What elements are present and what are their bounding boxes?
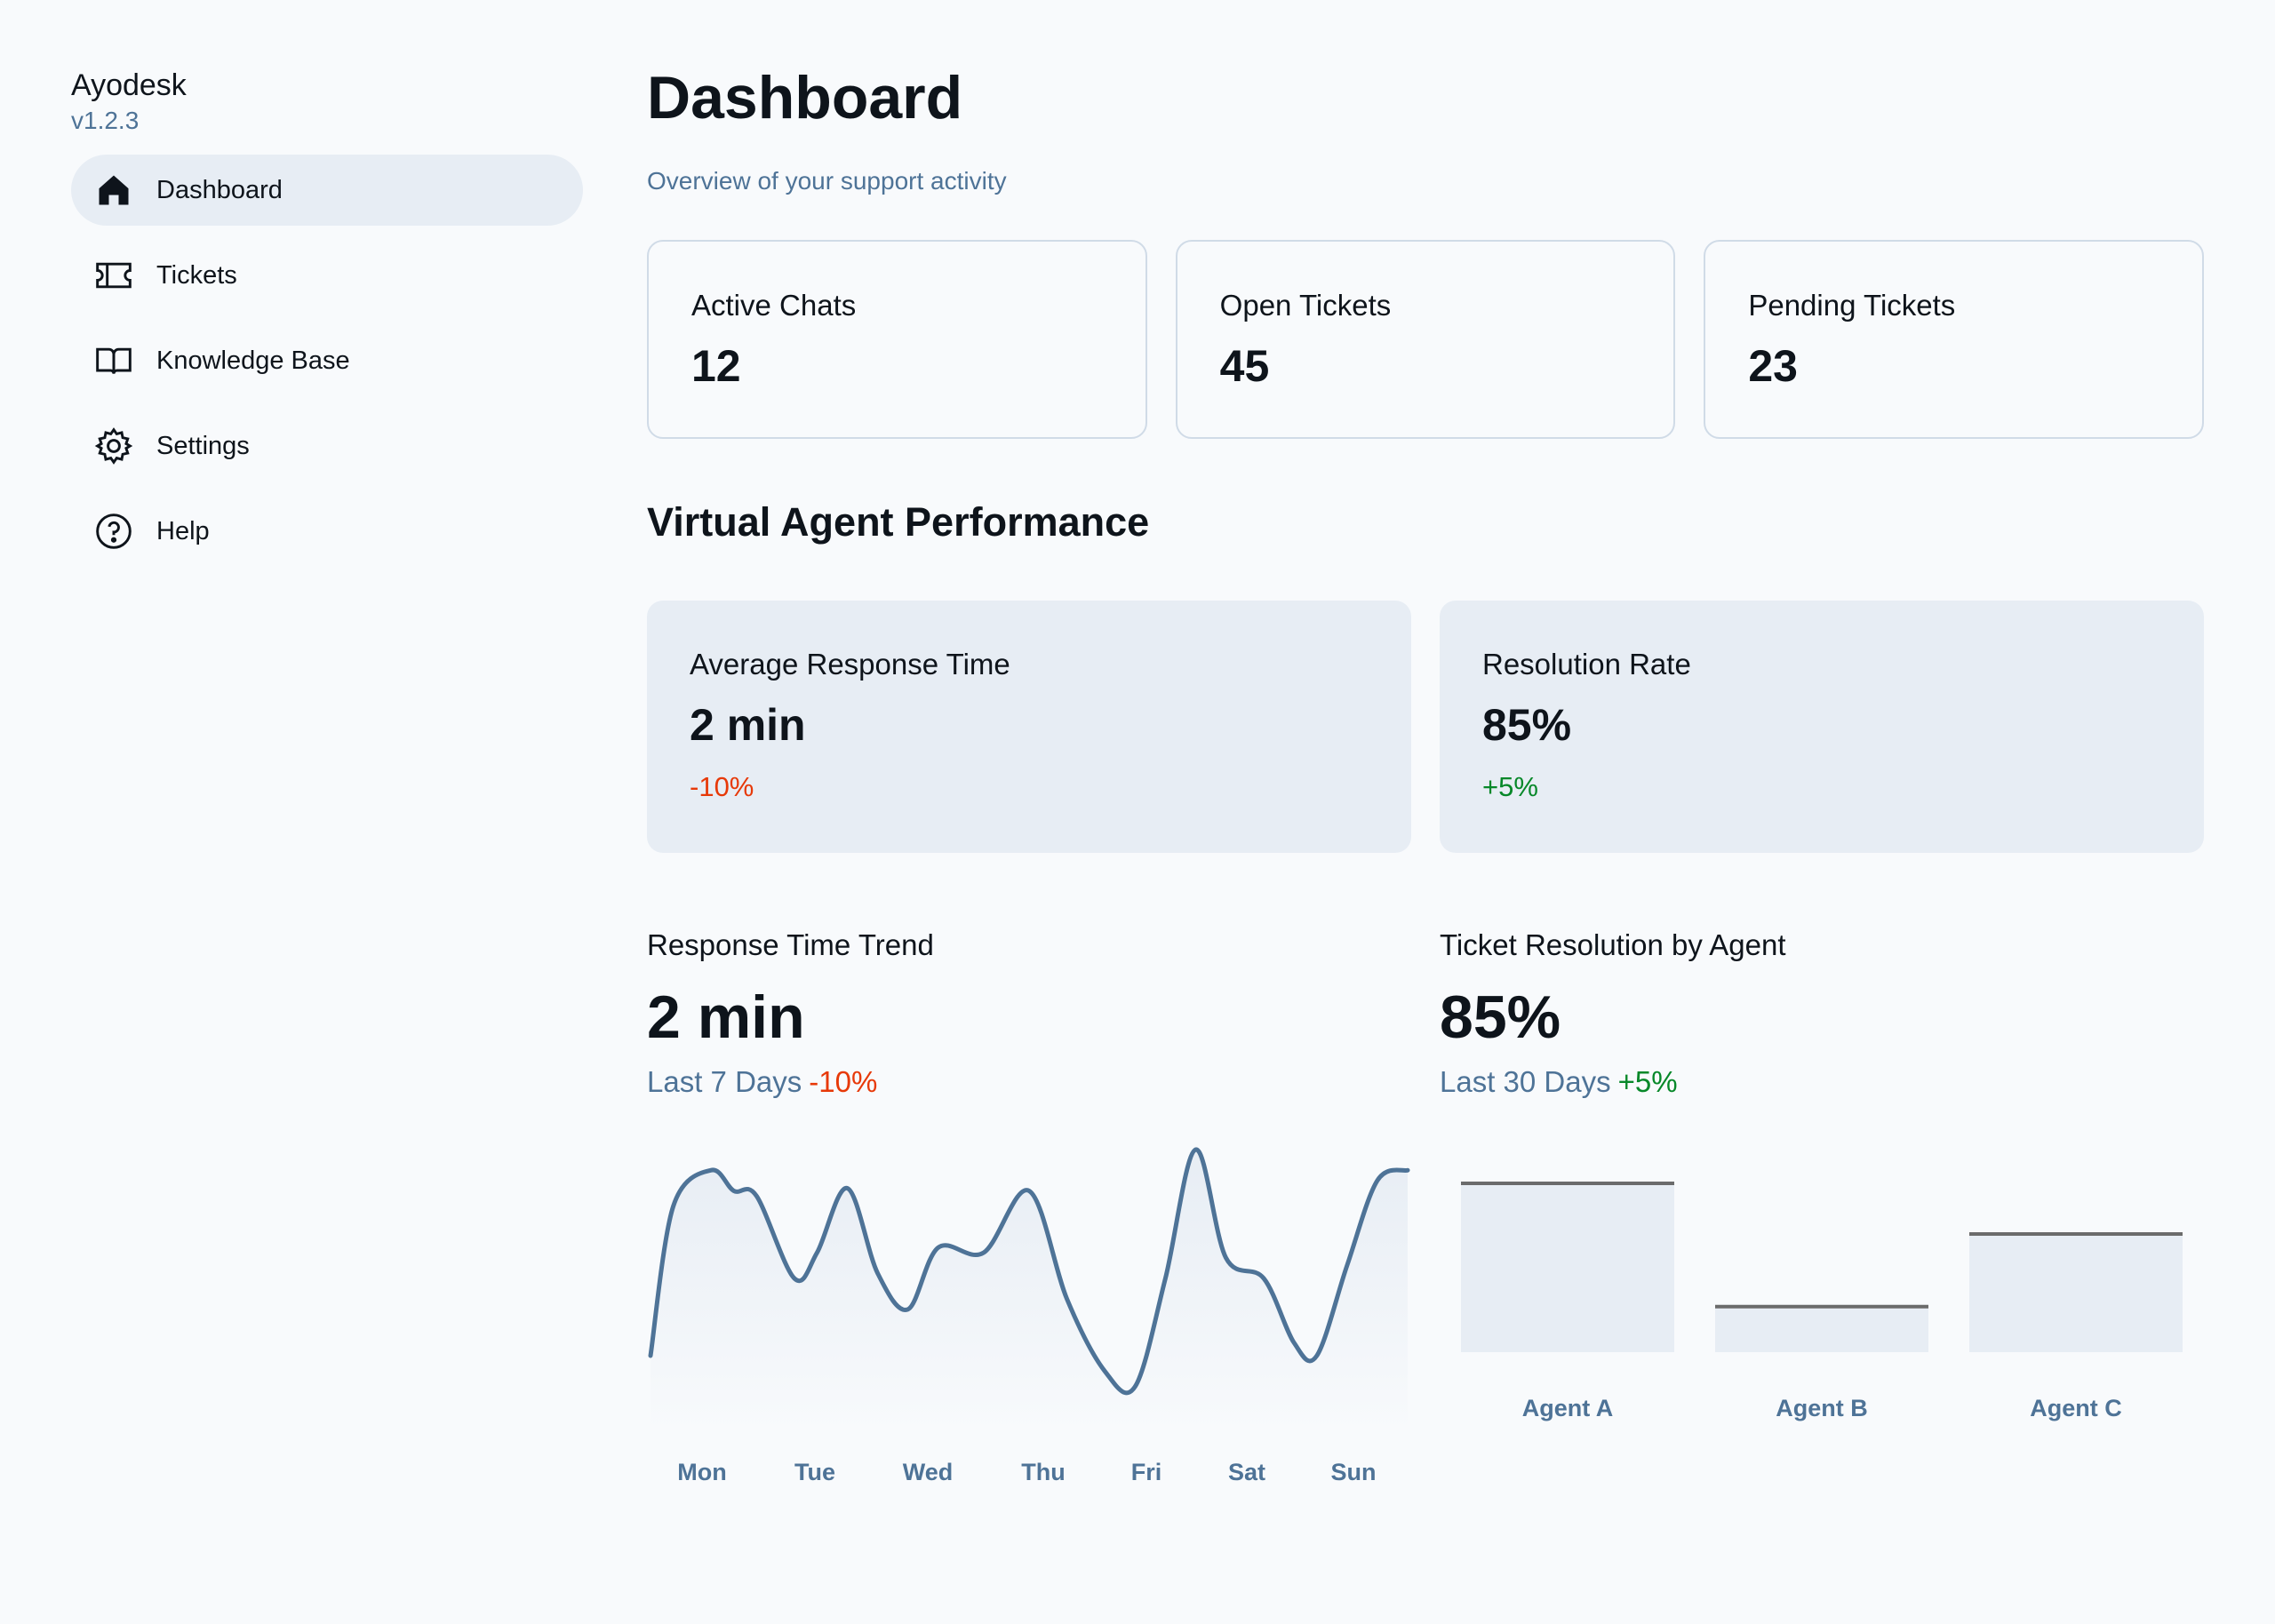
section-title-performance: Virtual Agent Performance [647, 499, 1150, 545]
sidebar-item-label: Help [156, 516, 210, 545]
bar-label: Agent C [2030, 1395, 2122, 1421]
perf-change: +5% [1482, 771, 1538, 802]
sidebar-item-label: Settings [156, 431, 250, 460]
bar-label: Agent B [1776, 1395, 1868, 1421]
bar-chart-panel: Ticket Resolution by Agent 85% Last 30 D… [1440, 926, 2204, 1501]
trend-chart-panel: Response Time Trend 2 min Last 7 Days -10… [647, 926, 1411, 1501]
chart-change: +5% [1617, 1065, 1678, 1098]
line-area-fill [651, 1149, 1408, 1434]
stat-label: Pending Tickets [1748, 289, 1956, 322]
sidebar-item-tickets[interactable]: Tickets [71, 240, 583, 311]
bar-label: Agent A [1522, 1395, 1614, 1421]
line-series [648, 1147, 1410, 1396]
x-axis-label: Sun [1331, 1459, 1377, 1485]
book-icon [94, 341, 133, 380]
perf-label: Resolution Rate [1482, 648, 1691, 681]
gear-icon [94, 426, 133, 466]
sidebar-item-help[interactable]: Help [71, 496, 583, 567]
line-chart: Mon Tue Wed Thu Fri Sat Sun [648, 1147, 1410, 1485]
app-name: Ayodesk [71, 68, 187, 102]
chart-change: -10% [809, 1065, 878, 1098]
chart-value: 85% [1440, 983, 1561, 1051]
chart-value: 2 min [647, 983, 805, 1051]
page-subtitle: Overview of your support activity [647, 167, 1007, 195]
stat-value: 23 [1748, 341, 1798, 391]
stat-label: Open Tickets [1219, 289, 1392, 322]
stats-row: Active Chats 12 Open Tickets 45 Pending … [647, 240, 2205, 439]
x-axis-label: Sat [1228, 1459, 1265, 1485]
perf-value: 2 min [690, 700, 806, 750]
stat-value: 45 [1219, 341, 1270, 391]
perf-change: -10% [690, 771, 754, 802]
bar-agent-b [1715, 1306, 1928, 1352]
x-axis-labels: Mon Tue Wed Thu Fri Sat Sun [677, 1459, 1376, 1485]
main-content: Dashboard Overview of your support activ… [647, 53, 2205, 1501]
x-axis-label: Wed [903, 1459, 954, 1485]
chart-period: Last 30 Days [1440, 1065, 1611, 1098]
charts-row: Response Time Trend 2 min Last 7 Days -10… [647, 926, 2204, 1501]
stat-card-open-tickets: Open Tickets 45 [1175, 240, 1676, 439]
line-chart-area: Mon Tue Wed Thu Fri Sat Sun [647, 1141, 1411, 1501]
x-axis-label: Thu [1021, 1459, 1065, 1485]
chart-subtitle: Last 30 Days +5% [1440, 1063, 2204, 1102]
sidebar-item-settings[interactable]: Settings [71, 410, 583, 482]
x-axis-label: Fri [1131, 1459, 1162, 1485]
x-axis-label: Tue [794, 1459, 835, 1485]
sidebar-item-label: Dashboard [156, 175, 283, 204]
bars: Agent A Agent B Agent C [1461, 1182, 2183, 1421]
perf-label: Average Response Time [690, 648, 1010, 681]
stat-value: 12 [691, 341, 741, 391]
chart-title: Response Time Trend [647, 928, 934, 961]
stat-card-pending-tickets: Pending Tickets 23 [1704, 240, 2205, 439]
bar-chart-area: Agent A Agent B Agent C [1440, 1141, 2204, 1501]
perf-card-response-time: Average Response Time 2 min -10% [647, 601, 1411, 853]
chart-subtitle: Last 7 Days -10% [647, 1063, 1411, 1102]
x-axis-label: Mon [677, 1459, 726, 1485]
bar-chart: Agent A Agent B Agent C [1461, 1182, 2183, 1421]
stat-card-active-chats: Active Chats 12 [647, 240, 1147, 439]
sidebar-item-label: Knowledge Base [156, 346, 350, 375]
home-icon [94, 171, 133, 210]
page-title: Dashboard [647, 64, 963, 131]
perf-value: 85% [1482, 700, 1572, 750]
perf-card-resolution-rate: Resolution Rate 85% +5% [1440, 601, 2204, 853]
sidebar-nav: Dashboard Tickets Knowledge Base Setting… [71, 155, 583, 567]
chart-title: Ticket Resolution by Agent [1440, 928, 1786, 961]
sidebar-item-label: Tickets [156, 260, 237, 290]
sidebar-item-dashboard[interactable]: Dashboard [71, 155, 583, 226]
sidebar-item-knowledge-base[interactable]: Knowledge Base [71, 325, 583, 396]
stat-label: Active Chats [691, 289, 857, 322]
sidebar: Ayodesk v1.2.3 Dashboard Tickets Knowled… [71, 66, 583, 581]
bar-agent-a [1461, 1183, 1674, 1352]
ticket-icon [94, 256, 133, 295]
performance-row: Average Response Time 2 min -10% Resolut… [647, 601, 2204, 853]
chart-period: Last 7 Days [647, 1065, 802, 1098]
bar-agent-c [1969, 1234, 2183, 1352]
app-version: v1.2.3 [71, 107, 140, 134]
help-circle-icon [94, 512, 133, 551]
